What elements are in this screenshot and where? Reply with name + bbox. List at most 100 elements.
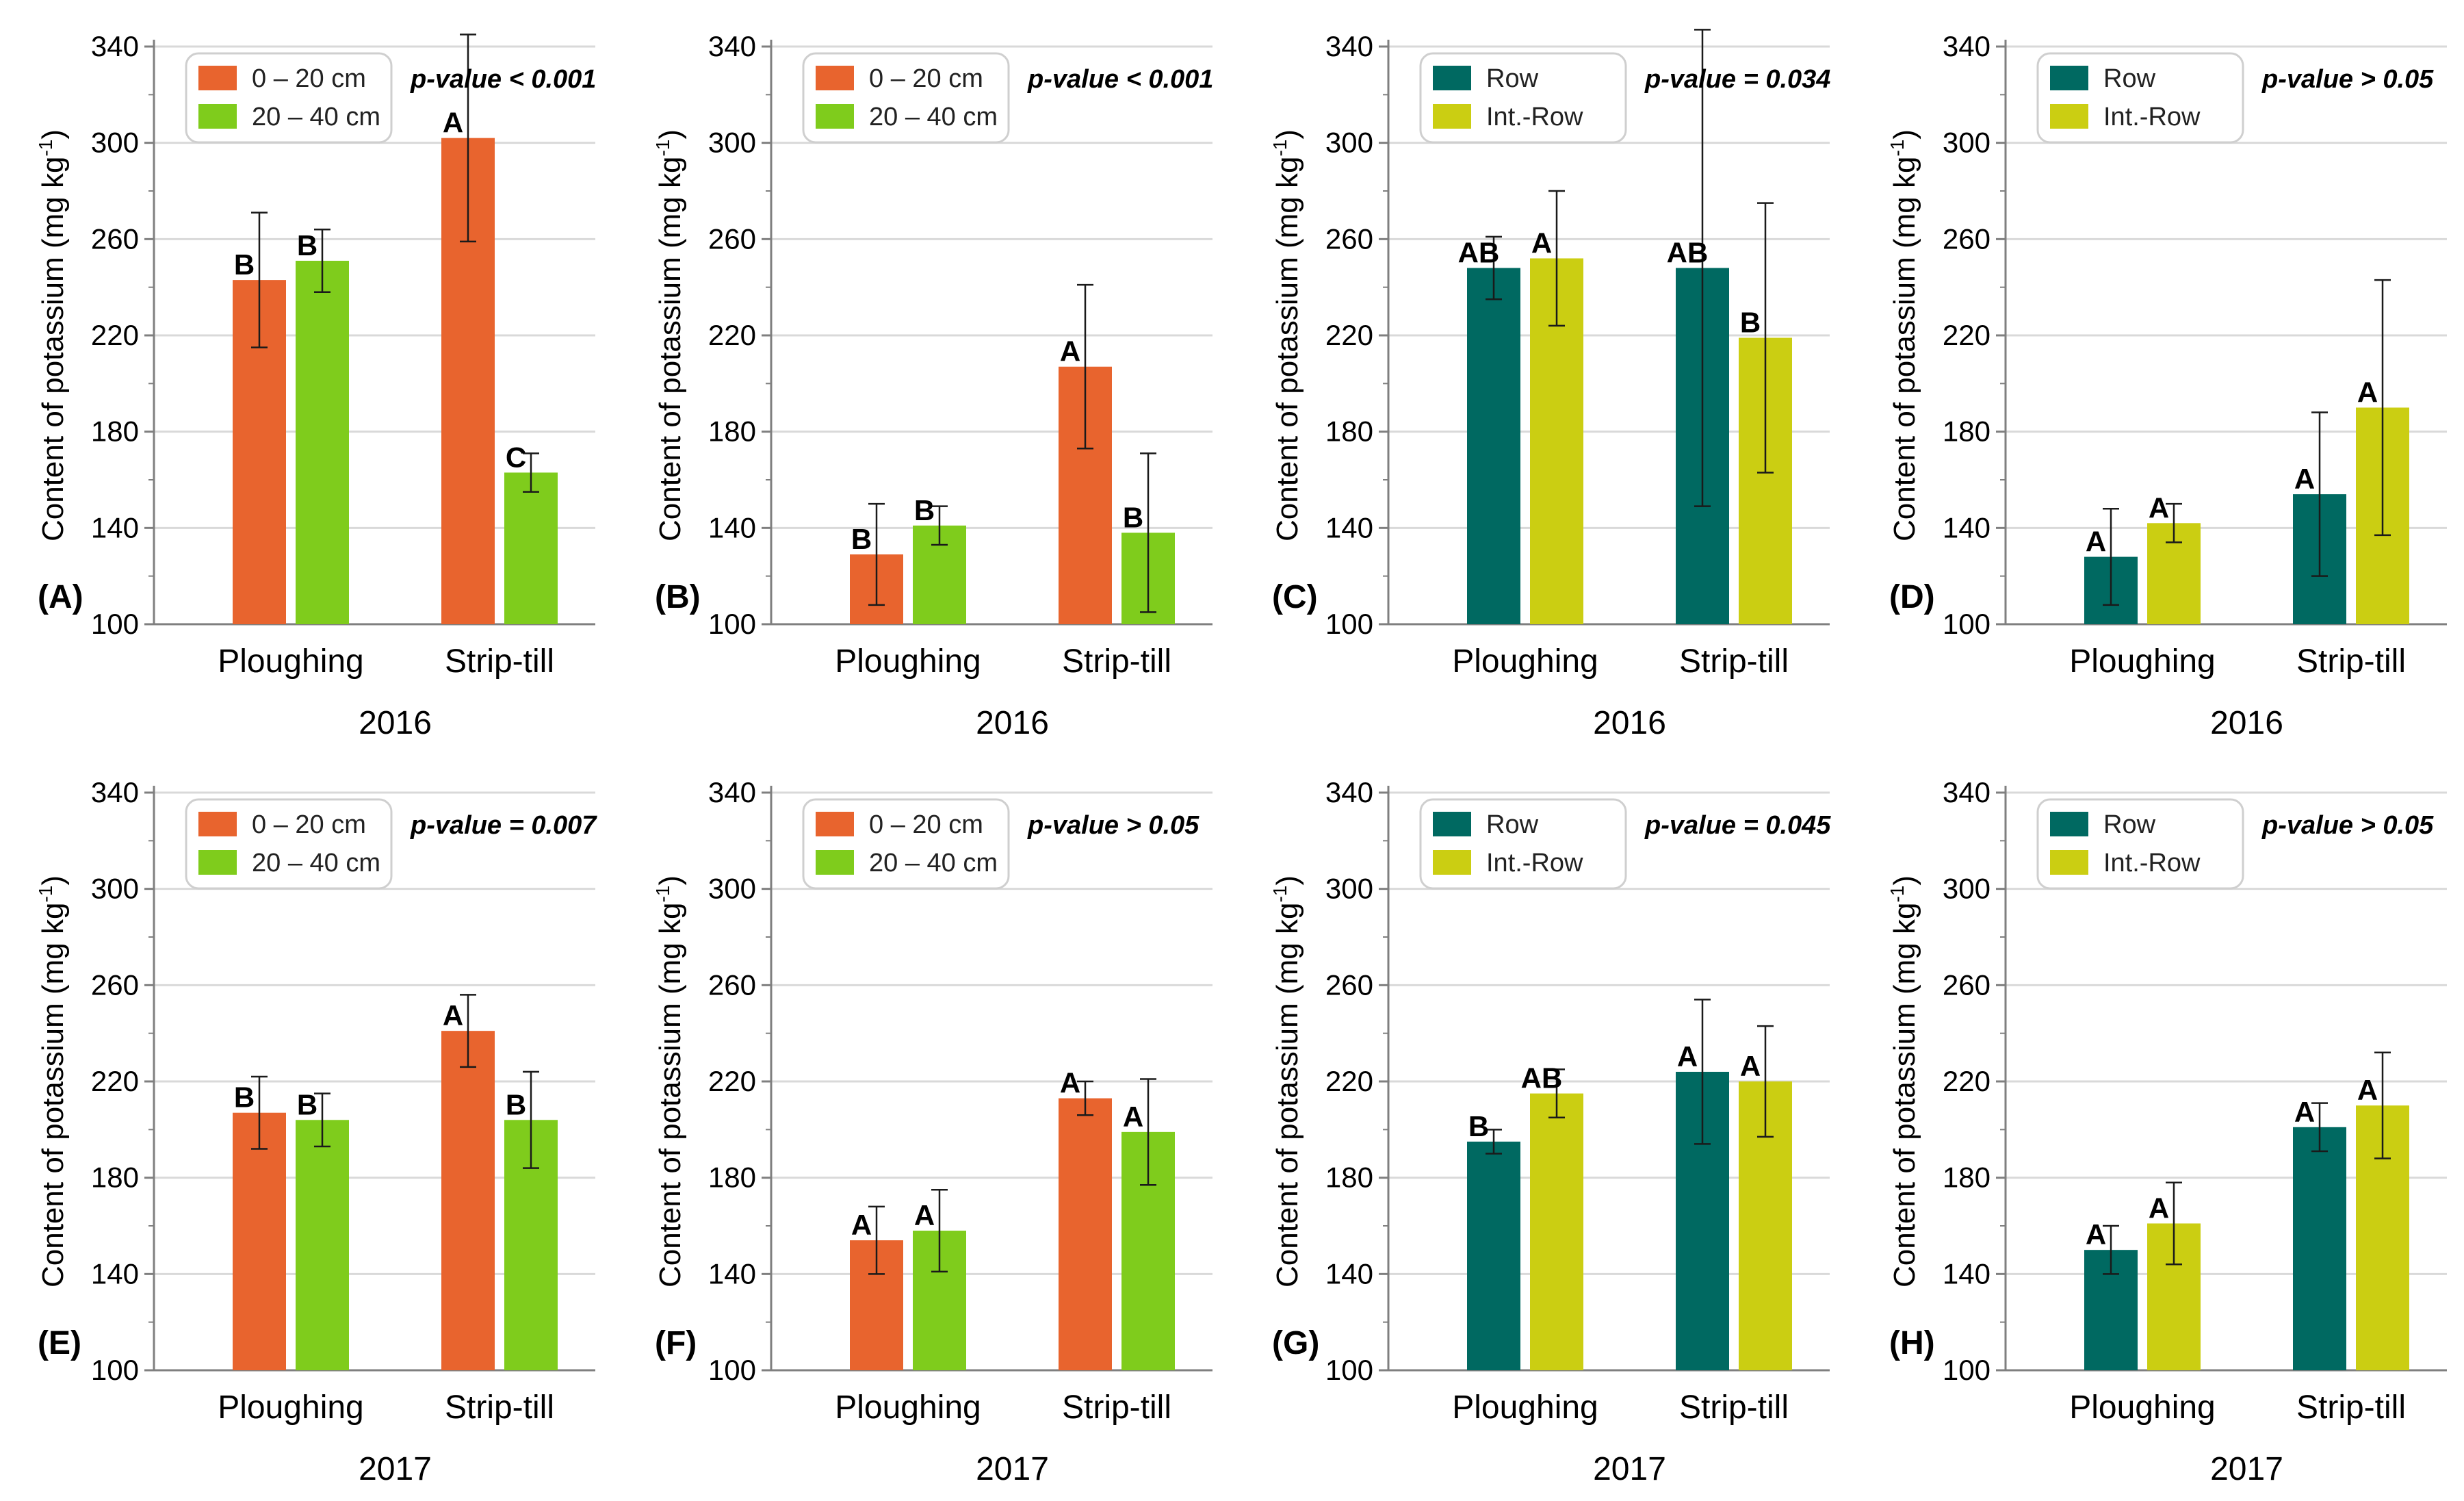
y-tick-label: 180	[1943, 1162, 1990, 1194]
y-tick-label: 100	[1943, 608, 1990, 640]
legend: 0 – 20 cm 20 – 40 cm	[802, 798, 1010, 890]
significance-letter: B	[1123, 501, 1143, 533]
legend-label: Int.-Row	[2103, 849, 2201, 877]
bar	[1467, 268, 1520, 624]
x-tick-label: Strip-till	[445, 643, 554, 680]
significance-letter: B	[234, 248, 255, 281]
y-tick-label: 220	[91, 1065, 139, 1097]
x-tick-label: Strip-till	[445, 1389, 554, 1426]
p-value-annotation: p-value > 0.05	[2261, 811, 2434, 840]
legend-box	[185, 798, 393, 890]
year-label: 2017	[359, 1451, 432, 1487]
y-tick-label: 220	[1325, 319, 1373, 351]
year-label: 2016	[359, 705, 432, 741]
x-tick-label: Ploughing	[2069, 643, 2216, 680]
significance-letter: A	[2149, 491, 2169, 524]
x-tick-label: Strip-till	[1062, 1389, 1171, 1426]
legend: Row Int.-Row	[2036, 52, 2244, 144]
y-tick-label: 100	[1943, 1354, 1990, 1386]
y-tick-label: 140	[91, 1257, 139, 1290]
panel-H: 100 140 180 220 260 300 340 Content of potassiu…	[1886, 776, 2447, 1487]
y-tick-label: 260	[91, 968, 139, 1001]
y-tick-label: 300	[1943, 127, 1990, 159]
y-axis-label: Content of potassium (mg kg-1)	[652, 129, 687, 541]
legend-box	[2036, 798, 2244, 890]
legend: 0 – 20 cm 20 – 40 cm	[185, 52, 393, 144]
legend-label: Row	[1486, 810, 1539, 839]
panel-label: (D)	[1889, 579, 1935, 615]
significance-letter: A	[2357, 1074, 2378, 1106]
significance-letter: B	[914, 494, 935, 526]
y-tick-label: 100	[708, 1354, 756, 1386]
y-axis-label: Content of potassium (mg kg-1)	[35, 129, 70, 541]
significance-letter: A	[2086, 526, 2106, 558]
bar	[296, 260, 349, 624]
y-tick-label: 260	[91, 222, 139, 255]
p-value-annotation: p-value > 0.05	[2261, 65, 2434, 94]
year-label: 2016	[976, 705, 1049, 741]
y-tick-label: 260	[1325, 968, 1373, 1001]
legend-swatch	[2050, 850, 2088, 875]
significance-letter: A	[1123, 1101, 1143, 1133]
panel-label: (G)	[1272, 1325, 1319, 1361]
y-tick-label: 180	[708, 415, 756, 448]
y-tick-label: 140	[91, 511, 139, 543]
y-tick-label: 340	[708, 30, 756, 62]
y-tick-label: 260	[708, 968, 756, 1001]
y-tick-label: 100	[708, 608, 756, 640]
legend: 0 – 20 cm 20 – 40 cm	[185, 798, 393, 890]
year-label: 2016	[1593, 705, 1666, 741]
significance-letter: B	[851, 523, 872, 555]
y-axis-label: Content of potassium (mg kg-1)	[35, 875, 70, 1287]
y-tick-label: 220	[1943, 319, 1990, 351]
legend-box	[1419, 52, 1627, 144]
y-tick-label: 300	[1325, 873, 1373, 905]
panel-label: (F)	[655, 1325, 697, 1361]
y-tick-label: 180	[1325, 1162, 1373, 1194]
year-label: 2017	[2210, 1451, 2283, 1487]
significance-letter: B	[297, 1088, 317, 1120]
year-label: 2017	[976, 1451, 1049, 1487]
p-value-annotation: p-value < 0.001	[410, 65, 596, 94]
significance-letter: B	[1740, 307, 1761, 339]
y-tick-label: 340	[1943, 30, 1990, 62]
x-tick-label: Strip-till	[2296, 643, 2406, 680]
y-tick-label: 220	[91, 319, 139, 351]
legend-swatch	[1433, 850, 1471, 875]
x-tick-label: Ploughing	[2069, 1389, 2216, 1426]
legend-label: Int.-Row	[1486, 849, 1583, 877]
legend-swatch	[1433, 104, 1471, 129]
significance-letter: A	[1060, 335, 1080, 368]
bar	[233, 1112, 286, 1370]
p-value-annotation: p-value = 0.045	[1644, 811, 1831, 840]
panel-C: 100 140 180 220 260 300 340 Content of potassiu…	[1269, 29, 1830, 741]
x-tick-label: Ploughing	[1452, 1389, 1598, 1426]
p-value-annotation: p-value > 0.05	[1027, 811, 1199, 840]
legend-box	[802, 52, 1010, 144]
y-tick-label: 340	[91, 776, 139, 808]
y-tick-label: 100	[91, 608, 139, 640]
bar	[504, 472, 558, 624]
legend-swatch	[816, 812, 854, 836]
panel-label: (H)	[1889, 1325, 1935, 1361]
legend-label: 20 – 40 cm	[252, 103, 380, 131]
legend-label: Row	[2103, 64, 2156, 93]
legend-label: 20 – 40 cm	[252, 849, 380, 877]
legend-swatch	[198, 850, 237, 875]
y-tick-label: 140	[708, 511, 756, 543]
significance-letter: A	[1740, 1050, 1761, 1082]
legend-swatch	[198, 104, 237, 129]
bar	[2293, 1127, 2346, 1370]
legend: Row Int.-Row	[1419, 798, 1627, 890]
significance-letter: A	[2086, 1218, 2106, 1250]
significance-letter: A	[2357, 376, 2378, 409]
p-value-annotation: p-value = 0.007	[410, 811, 597, 840]
y-tick-label: 100	[1325, 608, 1373, 640]
significance-letter: B	[297, 229, 317, 261]
significance-letter: A	[1531, 227, 1552, 259]
y-tick-label: 260	[708, 222, 756, 255]
x-tick-label: Strip-till	[2296, 1389, 2406, 1426]
y-tick-label: 300	[1325, 127, 1373, 159]
y-tick-label: 220	[708, 1065, 756, 1097]
y-tick-label: 300	[91, 873, 139, 905]
